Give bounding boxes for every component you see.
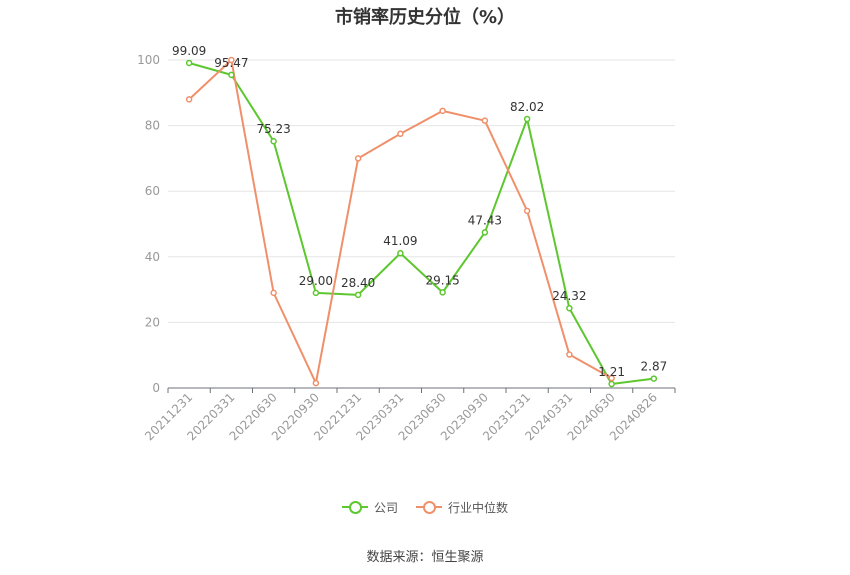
company-data-label: 99.09 (172, 44, 206, 58)
y-tick-label: 20 (145, 315, 160, 329)
company-data-label: 29.00 (299, 274, 333, 288)
company-data-point[interactable] (609, 382, 614, 387)
industry-median-data-point[interactable] (525, 208, 530, 213)
legend-industry-median-icon (416, 500, 442, 514)
legend-company-label: 公司 (374, 499, 398, 516)
company-data-point[interactable] (356, 292, 361, 297)
company-data-label: 24.32 (552, 289, 586, 303)
company-data-point[interactable] (313, 290, 318, 295)
industry-median-data-point[interactable] (440, 108, 445, 113)
industry-median-data-point[interactable] (567, 352, 572, 357)
y-tick-label: 100 (137, 53, 160, 67)
industry-median-data-point[interactable] (398, 131, 403, 136)
industry-median-data-point[interactable] (187, 97, 192, 102)
company-data-point[interactable] (187, 60, 192, 65)
company-data-point[interactable] (398, 251, 403, 256)
company-data-label: 95.47 (214, 56, 248, 70)
company-data-label: 29.15 (425, 273, 459, 287)
company-data-label: 82.02 (510, 100, 544, 114)
company-data-label: 28.40 (341, 276, 375, 290)
company-data-point[interactable] (525, 116, 530, 121)
y-tick-label: 40 (145, 250, 160, 264)
data-source: 数据来源：恒生聚源 (0, 546, 850, 565)
legend-item-industry-median[interactable]: 行业中位数 (416, 499, 508, 516)
company-data-label: 1.21 (598, 365, 625, 379)
industry-median-data-point[interactable] (271, 290, 276, 295)
company-data-point[interactable] (567, 306, 572, 311)
company-data-point[interactable] (229, 72, 234, 77)
company-data-point[interactable] (482, 230, 487, 235)
company-series-line (189, 63, 654, 384)
industry-median-data-point[interactable] (356, 156, 361, 161)
legend-industry-median-label: 行业中位数 (448, 499, 508, 516)
legend-item-company[interactable]: 公司 (342, 499, 398, 516)
company-data-point[interactable] (271, 139, 276, 144)
y-tick-label: 80 (145, 119, 160, 133)
company-data-label: 47.43 (468, 213, 502, 227)
company-data-point[interactable] (440, 290, 445, 295)
legend-company-icon (342, 500, 368, 514)
company-data-label: 75.23 (256, 122, 290, 136)
company-data-label: 2.87 (641, 360, 668, 374)
industry-median-data-point[interactable] (313, 381, 318, 386)
industry-median-data-point[interactable] (482, 118, 487, 123)
legend: 公司 行业中位数 (0, 497, 850, 517)
y-tick-label: 0 (152, 381, 160, 395)
line-chart: 0204060801002021123120220331202206302022… (0, 0, 850, 490)
company-data-label: 41.09 (383, 234, 417, 248)
y-tick-label: 60 (145, 184, 160, 198)
company-data-point[interactable] (651, 376, 656, 381)
